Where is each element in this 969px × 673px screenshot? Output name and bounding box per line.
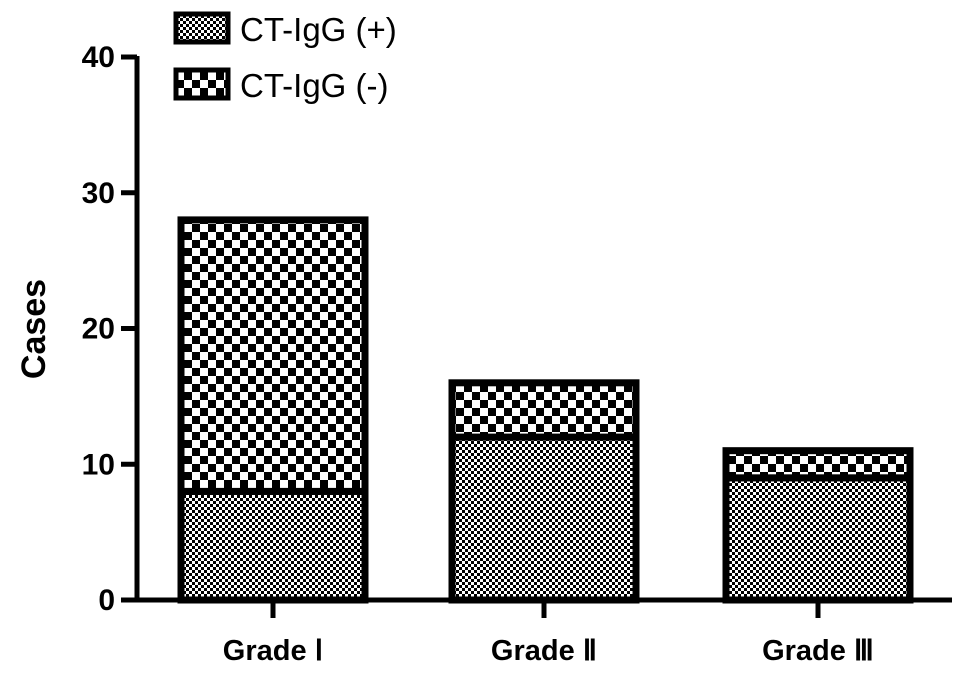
legend-swatch-series-2 [173, 67, 231, 101]
bar-segment-1-series-1 [177, 487, 369, 604]
x-category-label: Grade Ⅲ [762, 635, 874, 667]
bar-segment-1-series-2 [177, 216, 369, 495]
x-category-label: Grade Ⅱ [491, 635, 597, 667]
legend-label-series-2: CT-IgG (-) [240, 67, 388, 104]
bar-segment-3-series-1 [722, 474, 914, 604]
bars-group [177, 216, 914, 604]
legend-label-series-1: CT-IgG (+) [240, 11, 397, 48]
y-tick-label: 20 [82, 313, 115, 346]
x-category-label: Grade Ⅰ [223, 635, 323, 667]
bar-segment-3-series-2 [722, 447, 914, 482]
legend: CT-IgG (+) CT-IgG (-) [173, 11, 397, 104]
bar-segment-2-series-2 [448, 379, 640, 441]
y-tick-label: 10 [82, 448, 115, 481]
bar-segment-2-series-1 [448, 433, 640, 604]
legend-swatch-series-1 [173, 11, 231, 45]
y-tick-label: 30 [82, 177, 115, 210]
y-tick-label: 40 [82, 41, 115, 74]
y-axis-title: Cases [15, 279, 53, 379]
axes-group: 0 10 20 30 40 Grade Ⅰ Grade Ⅱ Grade Ⅲ [82, 41, 952, 667]
y-tick-label: 0 [98, 584, 115, 617]
